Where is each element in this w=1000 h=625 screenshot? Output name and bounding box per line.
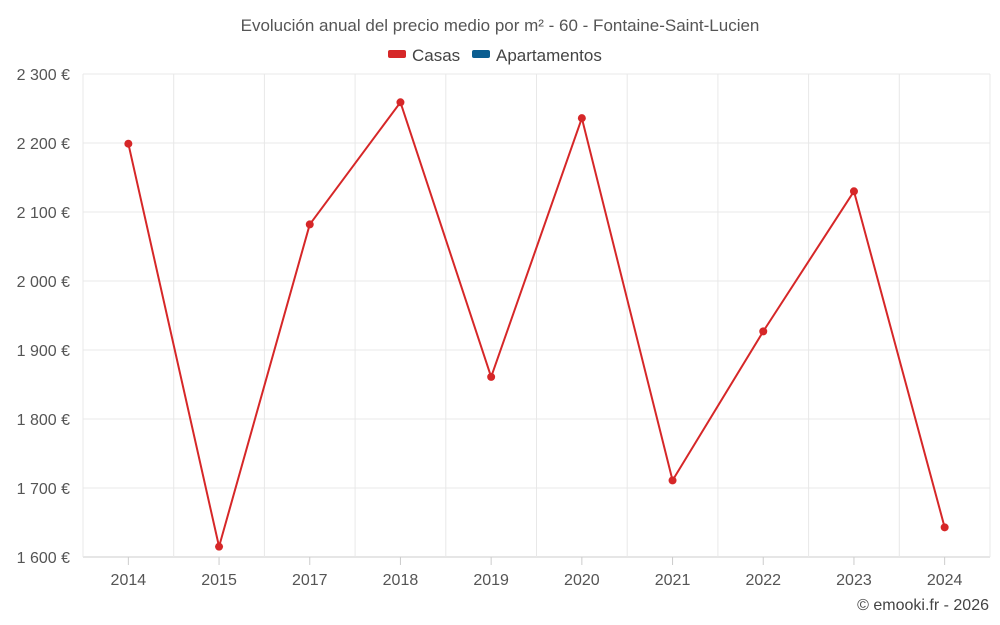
x-axis-ticks: 2014 2015 2017 2018 2019 2020 2021 2022 2023 2024	[111, 557, 963, 589]
legend-swatch-casas	[388, 50, 406, 58]
y-tick-label: 1 900 €	[17, 343, 70, 360]
x-tick-label: 2022	[745, 572, 781, 589]
x-tick-label: 2020	[564, 572, 600, 589]
y-tick-label: 2 100 €	[17, 205, 70, 222]
x-tick-label: 2021	[655, 572, 691, 589]
legend-item-casas[interactable]: Casas	[388, 46, 460, 65]
x-tick-label: 2024	[927, 572, 963, 589]
data-point-casas[interactable]	[124, 139, 133, 148]
y-tick-label: 2 000 €	[17, 274, 70, 291]
y-tick-label: 2 200 €	[17, 136, 70, 153]
y-tick-label: 1 700 €	[17, 481, 70, 498]
data-point-casas[interactable]	[759, 327, 768, 336]
y-axis-ticks: 1 600 € 1 700 € 1 800 € 1 900 € 2 000 € 2 100…	[17, 67, 70, 567]
data-point-casas[interactable]	[940, 523, 949, 532]
legend: Casas Apartamentos	[388, 46, 602, 65]
data-point-casas[interactable]	[487, 372, 496, 381]
data-point-casas[interactable]	[668, 476, 677, 485]
data-point-casas[interactable]	[396, 98, 405, 107]
credit-text: © emooki.fr - 2026	[857, 597, 989, 614]
x-gridlines	[82, 74, 991, 557]
series-layer	[124, 98, 949, 551]
legend-swatch-apartamentos	[472, 50, 490, 58]
chart-title: Evolución anual del precio medio por m² …	[241, 16, 760, 35]
data-point-casas[interactable]	[305, 220, 314, 229]
x-tick-label: 2015	[201, 572, 237, 589]
data-point-casas[interactable]	[577, 114, 586, 123]
y-tick-label: 1 600 €	[17, 550, 70, 567]
legend-item-apartamentos[interactable]: Apartamentos	[472, 46, 602, 65]
legend-label-apartamentos: Apartamentos	[496, 46, 602, 65]
data-point-casas[interactable]	[215, 542, 224, 551]
x-tick-label: 2019	[473, 572, 509, 589]
legend-label-casas: Casas	[412, 46, 460, 65]
x-tick-label: 2018	[383, 572, 419, 589]
data-point-casas[interactable]	[849, 187, 858, 196]
x-tick-label: 2017	[292, 572, 328, 589]
y-tick-label: 2 300 €	[17, 67, 70, 84]
x-tick-label: 2014	[111, 572, 147, 589]
x-tick-label: 2023	[836, 572, 872, 589]
series-line-casas	[127, 101, 946, 548]
y-tick-label: 1 800 €	[17, 412, 70, 429]
